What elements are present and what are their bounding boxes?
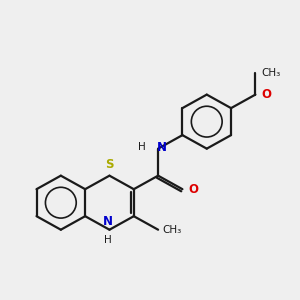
Text: H: H (104, 235, 112, 244)
Text: CH₃: CH₃ (261, 68, 280, 78)
Text: O: O (261, 88, 271, 101)
Text: O: O (188, 183, 198, 196)
Text: N: N (157, 141, 167, 154)
Text: S: S (105, 158, 114, 171)
Text: H: H (138, 142, 146, 152)
Text: N: N (103, 215, 113, 228)
Text: CH₃: CH₃ (162, 225, 182, 235)
